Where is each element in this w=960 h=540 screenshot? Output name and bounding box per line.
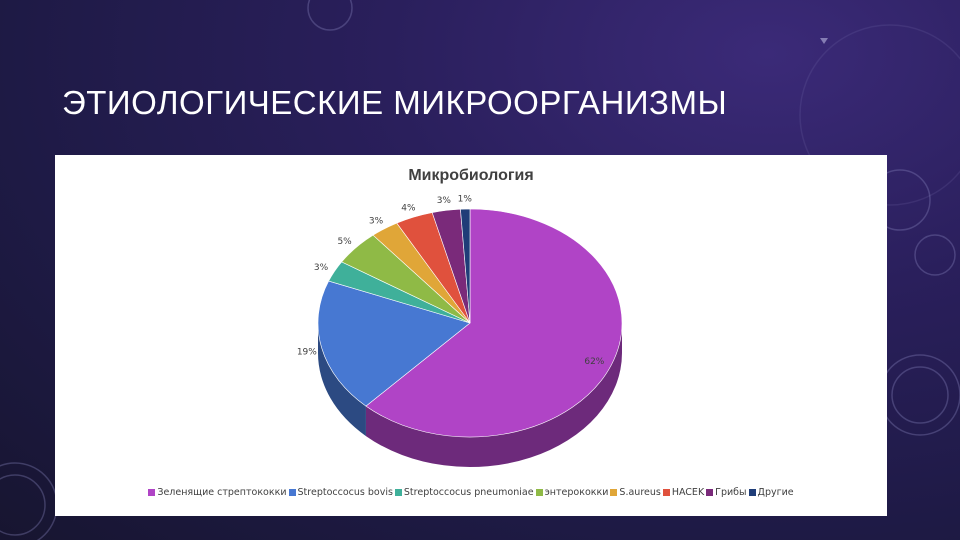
data-label-6: 3% xyxy=(437,196,452,206)
legend-swatch xyxy=(748,489,756,496)
legend-item-6[interactable]: Грибы xyxy=(706,487,747,498)
legend-label: Другие xyxy=(757,487,794,498)
slide-title: ЭТИОЛОГИЧЕСКИЕ МИКРООРГАНИЗМЫ xyxy=(62,84,728,121)
legend-swatch xyxy=(288,489,296,496)
legend-swatch xyxy=(706,489,714,496)
legend-label: Зеленящие стрептококки xyxy=(157,487,287,498)
legend-swatch xyxy=(394,489,402,496)
data-label-3: 5% xyxy=(337,237,352,247)
chart-title: Микробиология xyxy=(408,167,534,184)
legend-label: S.aureus xyxy=(619,487,661,498)
pie-side-0 xyxy=(365,323,622,467)
data-label-0: 62% xyxy=(584,357,604,367)
legend-swatch xyxy=(662,489,670,496)
legend-item-2[interactable]: Streptoccocus pneumoniae xyxy=(394,487,534,498)
legend-label: Streptoccocus bovis xyxy=(297,487,393,498)
data-label-2: 3% xyxy=(314,263,329,273)
chart-panel: 62% 19% 3% 5% 3% 4% 3% 1% Микробиология Зеленящ… xyxy=(55,155,887,516)
legend-item-5[interactable]: HACEK xyxy=(662,487,705,498)
pie-chart: 62% 19% 3% 5% 3% 4% 3% 1% xyxy=(297,195,623,467)
data-label-4: 3% xyxy=(369,216,384,226)
pie-slice-1[interactable] xyxy=(317,280,471,407)
data-label-5: 4% xyxy=(401,203,416,213)
legend-item-0[interactable]: Зеленящие стрептококки xyxy=(148,487,287,498)
pie-side-walls xyxy=(318,323,622,467)
legend-label: HACEK xyxy=(671,487,705,498)
pie-side-1 xyxy=(318,323,366,437)
legend-label: Streptoccocus pneumoniae xyxy=(403,487,534,498)
legend-label: Грибы xyxy=(715,487,747,498)
legend-item-4[interactable]: S.aureus xyxy=(610,487,661,498)
legend-item-1[interactable]: Streptoccocus bovis xyxy=(288,487,393,498)
legend-item-7[interactable]: Другие xyxy=(748,487,794,498)
data-label-1: 19% xyxy=(297,347,317,357)
legend-swatch xyxy=(148,489,156,496)
chart-legend: Зеленящие стрептококки Streptoccocus bovi… xyxy=(55,487,887,498)
data-label-7: 1% xyxy=(458,195,473,205)
pie-slice-0[interactable] xyxy=(365,208,623,438)
data-labels: 62% 19% 3% 5% 3% 4% 3% 1% xyxy=(297,195,605,367)
legend-swatch xyxy=(535,489,543,496)
legend-swatch xyxy=(610,489,618,496)
pie-slices xyxy=(317,208,623,438)
pie-slice-7[interactable] xyxy=(460,208,471,324)
legend-item-3[interactable]: энтерококки xyxy=(535,487,609,498)
legend-label: энтерококки xyxy=(544,487,609,498)
